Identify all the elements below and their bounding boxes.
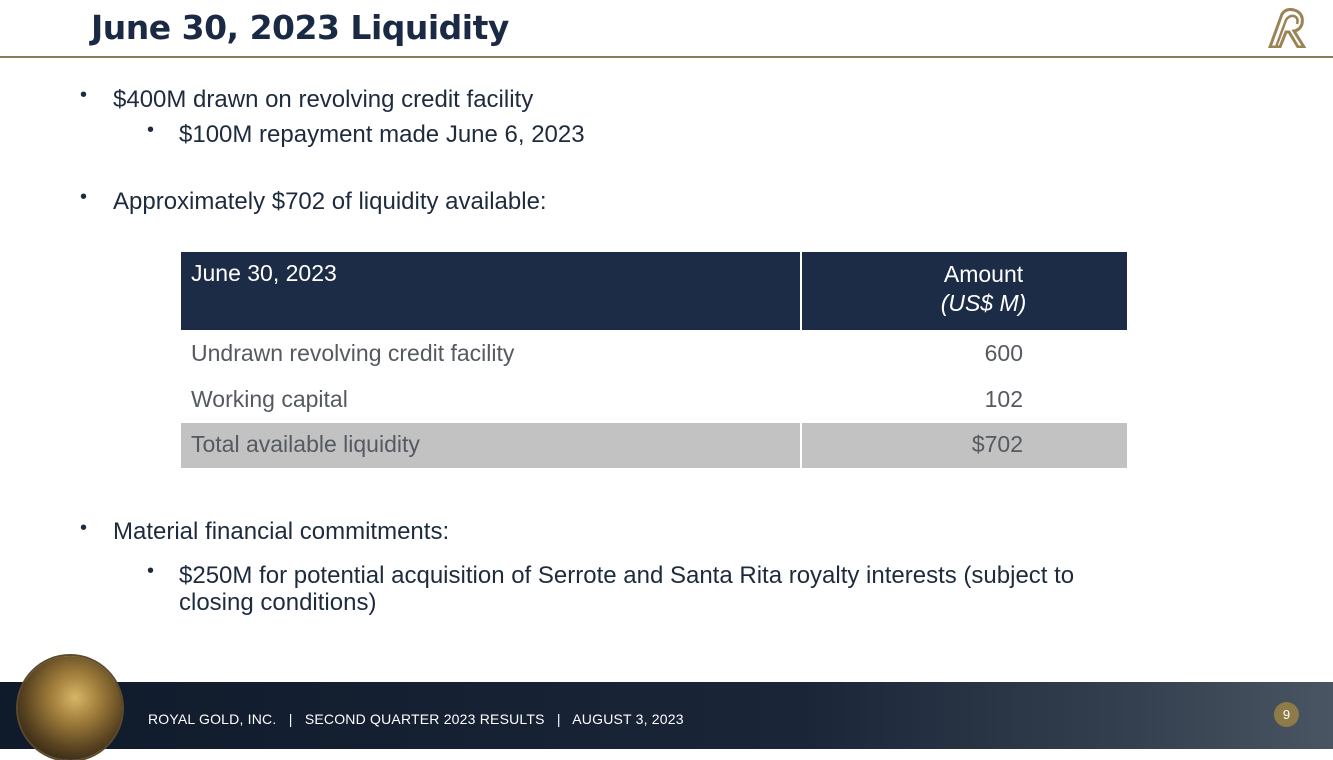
sub-bullet-acquisition-line1: $250M for potential acquisition of Serro… <box>179 562 1075 589</box>
liquidity-table: June 30, 2023 Amount (US$ M) Undrawn rev… <box>181 252 1127 468</box>
header-amount: Amount (US$ M) <box>802 252 1127 330</box>
header-date: June 30, 2023 <box>181 252 802 330</box>
header-amount-unit: (US$ M) <box>940 290 1027 316</box>
royal-gold-logo-icon <box>1268 8 1307 48</box>
page-number: 9 <box>1274 702 1299 727</box>
bullet-credit-facility: $400M drawn on revolving credit facility <box>113 86 534 113</box>
gold-bars-medallion-icon <box>18 656 122 760</box>
bullet-liquidity-available: Approximately $702 of liquidity availabl… <box>113 188 547 215</box>
row-value: 600 <box>984 340 1023 366</box>
total-value: $702 <box>971 431 1023 457</box>
footer-text: ROYAL GOLD, INC. | SECOND QUARTER 2023 R… <box>148 711 684 727</box>
bullet-glyph: • <box>80 84 88 106</box>
table-total-row: Total available liquidity $702 <box>181 423 1127 468</box>
table-row: Working capital 102 <box>181 376 1127 422</box>
table-header-row: June 30, 2023 Amount (US$ M) <box>181 252 1127 330</box>
bullet-glyph: • <box>80 517 88 539</box>
title-rule <box>0 56 1333 58</box>
sub-bullet-acquisition-line2: closing conditions) <box>179 589 377 616</box>
bullet-glyph: • <box>147 119 155 141</box>
footer-bar <box>0 682 1333 749</box>
header-amount-label: Amount <box>943 261 1024 287</box>
row-label: Working capital <box>191 386 348 412</box>
bullet-glyph: • <box>80 186 88 208</box>
sub-bullet-repayment: $100M repayment made June 6, 2023 <box>179 121 585 148</box>
bullet-financial-commitments: Material financial commitments: <box>113 518 450 545</box>
total-label: Total available liquidity <box>181 423 802 468</box>
table-row: Undrawn revolving credit facility 600 <box>181 330 1127 376</box>
row-value: 102 <box>984 386 1023 412</box>
slide-title: June 30, 2023 Liquidity <box>91 8 509 47</box>
row-label: Undrawn revolving credit facility <box>191 340 515 366</box>
bullet-glyph: • <box>147 560 155 582</box>
